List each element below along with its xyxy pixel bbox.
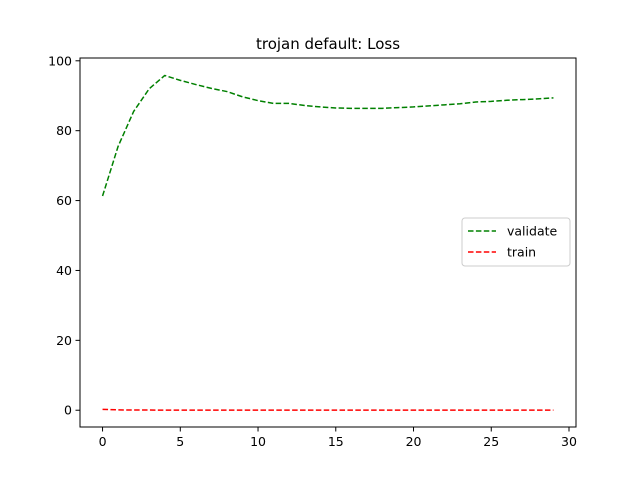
y-tick-label: 80 xyxy=(56,123,72,138)
y-tick-label: 20 xyxy=(56,333,72,348)
y-tick-label: 100 xyxy=(48,53,72,68)
x-tick-label: 0 xyxy=(99,434,107,449)
y-tick-label: 0 xyxy=(64,403,72,418)
x-tick-label: 5 xyxy=(176,434,184,449)
legend-label-train: train xyxy=(507,245,536,260)
legend: validate train xyxy=(462,218,570,266)
chart-title: trojan default: Loss xyxy=(256,35,400,53)
y-tick-label: 60 xyxy=(56,193,72,208)
legend-label-validate: validate xyxy=(507,224,557,239)
x-tick-label: 30 xyxy=(561,434,577,449)
y-tick-label: 40 xyxy=(56,263,72,278)
x-tick-label: 20 xyxy=(406,434,422,449)
series-line-train xyxy=(103,409,554,410)
x-tick-label: 15 xyxy=(328,434,344,449)
x-tick-label: 10 xyxy=(250,434,266,449)
x-tick-label: 25 xyxy=(483,434,499,449)
